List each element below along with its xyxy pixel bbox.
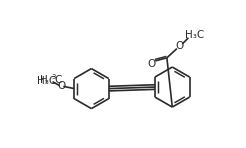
Text: H₃C: H₃C: [37, 76, 56, 86]
Text: O: O: [175, 41, 183, 51]
Text: H: H: [40, 75, 48, 85]
Text: O: O: [58, 81, 66, 91]
Text: C: C: [55, 75, 62, 85]
Text: 3: 3: [51, 74, 55, 80]
Text: O: O: [147, 59, 156, 69]
Text: H₃C: H₃C: [185, 30, 204, 40]
